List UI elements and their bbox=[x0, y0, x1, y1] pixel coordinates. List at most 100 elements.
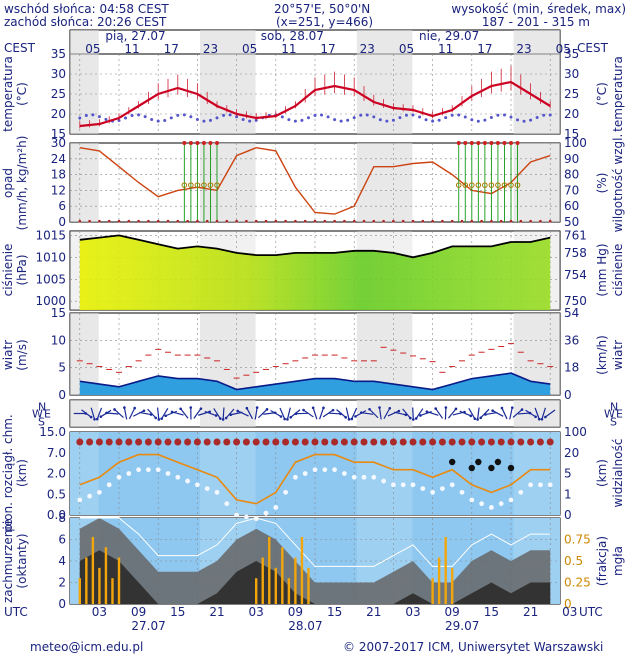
dewpoint-dot-33 bbox=[293, 119, 297, 123]
tick-left-cloud-0: 8 bbox=[58, 511, 66, 525]
temp-unit: (°C) bbox=[15, 82, 29, 106]
dewpoint-dot-43 bbox=[359, 113, 363, 117]
tick-right-cloud-1: 0.5 bbox=[564, 554, 583, 568]
cloud-base-dot-52.5 bbox=[420, 486, 426, 491]
wind-arrow-68 bbox=[518, 412, 531, 415]
cloud-base-dot-1.5 bbox=[87, 493, 92, 499]
cloud-top-dot-51 bbox=[409, 438, 417, 446]
cloud-top-dot-6 bbox=[115, 438, 123, 446]
hour-bottom-12: 03 bbox=[562, 605, 577, 619]
dewpoint-dot-62 bbox=[483, 118, 487, 122]
tick-left-cloud-2: 4 bbox=[58, 554, 66, 568]
wind-arrow-42 bbox=[351, 407, 358, 420]
wind-arrow-head-4 bbox=[99, 415, 103, 418]
cloud-base-dot-24 bbox=[234, 512, 240, 518]
tick-left-base-4: 0.0 bbox=[47, 508, 66, 522]
dewpoint-dot-17 bbox=[189, 115, 193, 119]
cloud-base-dot-49.5 bbox=[400, 482, 406, 488]
wind-arrow-head-23 bbox=[224, 416, 228, 420]
cloud-base-dot-66 bbox=[508, 497, 514, 503]
fog-ylabel: mgła bbox=[611, 546, 625, 576]
dewpoint-dot-2 bbox=[91, 113, 95, 117]
wind-arrow-64 bbox=[492, 410, 504, 417]
fog-bar-0-2 bbox=[91, 536, 95, 604]
cloud-top-dot-28.5 bbox=[262, 438, 270, 446]
night-band-precip-2 bbox=[356, 143, 413, 222]
cloud-unit: (oktanty) bbox=[15, 533, 29, 588]
fog-bar-2-0 bbox=[431, 578, 434, 604]
cloud-top-dot-10.5 bbox=[144, 438, 152, 446]
wind-arrow-72 bbox=[544, 409, 556, 418]
tick-right-cloud-3: 0 bbox=[564, 597, 572, 611]
precip-zero-dot-1.5 bbox=[88, 219, 91, 223]
cloud-top-dot-72 bbox=[546, 438, 554, 446]
wind-arrow-63 bbox=[485, 411, 498, 416]
wind-arrow-28 bbox=[258, 408, 268, 419]
dewpoint-dot-20 bbox=[208, 118, 212, 122]
wind-arrow-41 bbox=[345, 407, 350, 420]
night-band-precip-1 bbox=[200, 143, 256, 222]
dewpoint-dot-34 bbox=[300, 118, 304, 122]
night-band-dir-1 bbox=[200, 400, 256, 427]
precip-zero-dot-43.5 bbox=[362, 219, 366, 223]
fog-bar-1-6 bbox=[294, 557, 297, 604]
utc-label-left: UTC bbox=[4, 605, 28, 619]
wind-arrow-head-21 bbox=[218, 417, 222, 420]
dewpoint-dot-8 bbox=[130, 113, 134, 117]
cloud-top-dot-3 bbox=[95, 438, 103, 446]
precip-zero-dot-70.5 bbox=[539, 219, 542, 223]
fog-bar-1-2 bbox=[268, 536, 271, 604]
night-band-base-2 bbox=[356, 432, 413, 515]
wind-arrow-head-6 bbox=[113, 408, 116, 411]
fog-bar-0-6 bbox=[117, 557, 121, 604]
tick-right-base-4: 0 bbox=[564, 508, 572, 522]
wind-arrow-head-48 bbox=[397, 409, 401, 413]
cloud-top-dot-48 bbox=[389, 438, 397, 446]
precip-zero-dot-45 bbox=[372, 219, 376, 223]
cloud-base-dot-40.5 bbox=[342, 471, 347, 476]
precip-ring-1-3 bbox=[475, 182, 482, 188]
wind-arrow-37 bbox=[319, 407, 325, 420]
cloud-base-dot-58.5 bbox=[459, 489, 465, 495]
sunset-text: zachód słońca: 20:26 CEST bbox=[4, 15, 167, 29]
compass-left-w: W bbox=[32, 408, 43, 421]
sunrise-text: wschód słońca: 04:58 CEST bbox=[4, 2, 169, 16]
dewpoint-dot-36 bbox=[313, 113, 317, 117]
wind-arrow-head-28 bbox=[265, 408, 269, 411]
precip-zero-dot-0 bbox=[78, 219, 82, 223]
tick-right-precip-3: 70 bbox=[564, 183, 579, 197]
cloud-top-dot-36 bbox=[311, 438, 319, 446]
tick-right-wind-1: 36 bbox=[564, 333, 579, 347]
wind-arrow-head-20 bbox=[214, 414, 218, 417]
wind-arrow-38 bbox=[322, 409, 334, 418]
tick-left-precip-1: 24 bbox=[51, 152, 66, 166]
wind-arrow-head-2 bbox=[93, 417, 96, 421]
tick-left-precip-2: 18 bbox=[51, 168, 66, 182]
cloud-base-dot-6 bbox=[116, 474, 122, 480]
tick-right-cloud-2: 0.25 bbox=[564, 576, 591, 590]
wind-arrow-61 bbox=[477, 407, 480, 420]
tick-left-base-1: 7.0 bbox=[47, 446, 66, 460]
precip-ring-1-8 bbox=[508, 182, 514, 188]
hour-bottom-4: 03 bbox=[249, 605, 264, 619]
precip-max-dot-0-3 bbox=[201, 141, 206, 145]
tick-right-precip-5: 50 bbox=[564, 215, 579, 229]
wind-arrow-1 bbox=[81, 409, 92, 418]
cloud-top-dot-13.5 bbox=[164, 438, 172, 446]
tick-right-temp-3: 20 bbox=[564, 107, 579, 121]
wind-arrow-71 bbox=[541, 407, 546, 420]
cloud-top-dot-67.5 bbox=[517, 438, 525, 446]
convective-dot-1 bbox=[468, 464, 475, 472]
precip-zero-dot-46.5 bbox=[382, 219, 385, 223]
coords-text: 20°57'E, 50°0'N bbox=[274, 2, 371, 16]
cloud-top-dot-43.5 bbox=[360, 438, 368, 446]
cloud-base-dot-51 bbox=[410, 482, 416, 488]
footer-email[interactable]: meteo@icm.edu.pl bbox=[30, 640, 144, 654]
tick-left-wind-0: 15 bbox=[51, 306, 66, 320]
cloud-base-dot-46.5 bbox=[381, 478, 386, 484]
pressure-fill bbox=[79, 235, 551, 310]
wind-arrow-13 bbox=[161, 408, 169, 419]
cloud-top-dot-63 bbox=[487, 438, 495, 446]
precip-zero-dot-9 bbox=[137, 219, 140, 223]
wind-arrow-50 bbox=[402, 408, 411, 419]
